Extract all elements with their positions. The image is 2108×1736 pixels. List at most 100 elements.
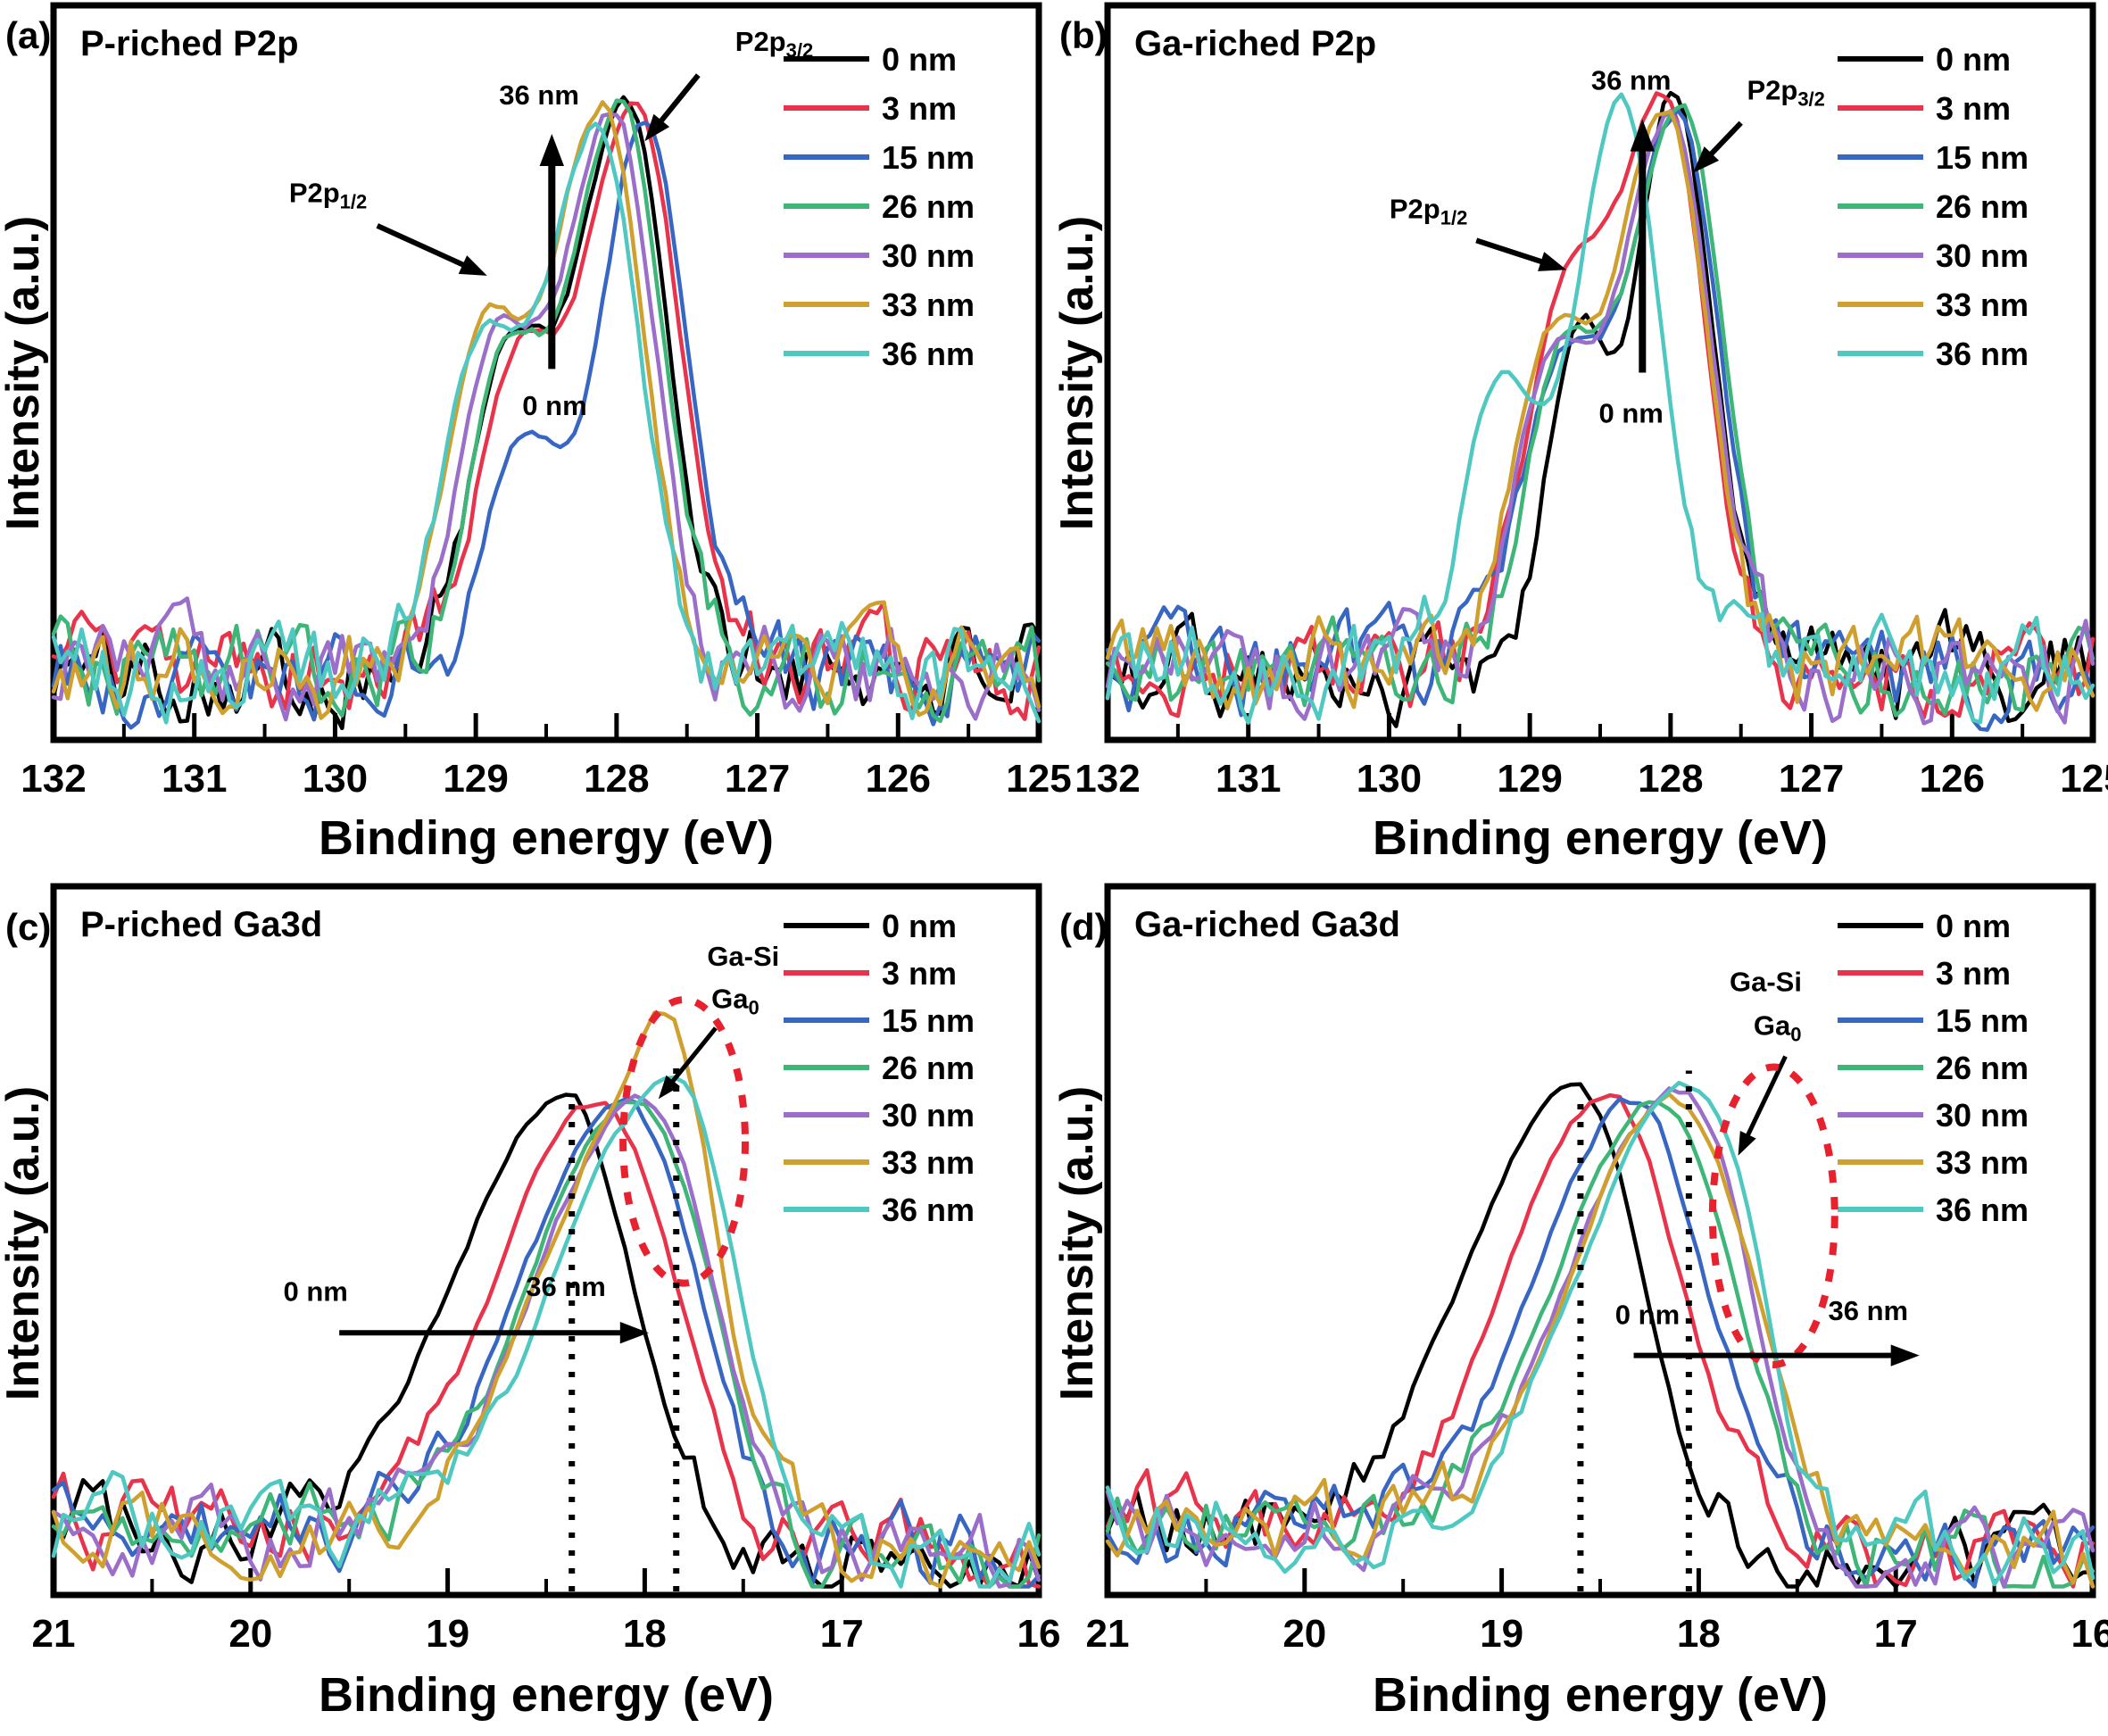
highlight-ellipse: [1708, 1063, 1838, 1368]
annotation-text: Ga-Si: [1730, 967, 1802, 998]
x-tick-label: 20: [1282, 1612, 1326, 1656]
series-line-26nm: [1105, 103, 2096, 718]
panel-a: (a) Intensity (a.u.) 132 131 130 129 128 127 1…: [0, 0, 1072, 868]
panel-letter-b: (b): [1059, 14, 1108, 56]
annotation-text: P2p3/2: [1747, 74, 1824, 110]
panel-d: (d) Intensity (a.u.) 21 20 19 18 17 16 Binding…: [1051, 868, 2108, 1736]
legend-label-15nm: 15 nm: [882, 139, 975, 176]
annotation-arrow-head: [658, 1075, 680, 1100]
x-tick-label: 132: [1075, 757, 1140, 801]
series-line-26nm: [1105, 1100, 2096, 1589]
series-line-33nm: [1105, 109, 2096, 712]
annotation-arrow-line: [1707, 120, 1743, 158]
annotation-arrow-line: [669, 1026, 718, 1084]
x-tick-label: 18: [623, 1612, 667, 1656]
x-tick-label: 21: [32, 1612, 76, 1656]
legend-label-30nm: 30 nm: [1936, 237, 2029, 274]
x-tick-label: 129: [1497, 757, 1562, 801]
annotation-text: Ga0: [1754, 1010, 1802, 1046]
legend-label-0nm: 0 nm: [882, 908, 957, 944]
panel-b-chart: 132 131 130 129 128 127 126 125 Binding energy (…: [1075, 2, 2108, 865]
x-tick-label: 17: [820, 1612, 864, 1656]
x-axis-title: Binding energy (eV): [1373, 1668, 1828, 1722]
annotation-text: 36 nm: [526, 1271, 606, 1302]
legend-label-26nm: 26 nm: [882, 188, 975, 225]
legend-label-15nm: 15 nm: [882, 1002, 975, 1039]
plot-frame: [50, 2, 1042, 743]
annotation-arrow-head: [1693, 146, 1720, 173]
annotation-arrow-head: [1890, 1344, 1920, 1366]
annotation-text: 36 nm: [499, 79, 579, 111]
x-tick-label: 127: [1779, 757, 1844, 801]
legend-label-15nm: 15 nm: [1936, 1002, 2029, 1039]
panel-letter-d: (d): [1059, 906, 1108, 948]
x-tick-label: 126: [866, 757, 931, 801]
legend-label-33nm: 33 nm: [1936, 287, 2029, 323]
legend-label-3nm: 3 nm: [882, 90, 957, 127]
annotation-arrow-line: [1475, 237, 1545, 265]
annotation-arrow-head: [539, 134, 564, 167]
x-tick-label: 130: [1357, 757, 1422, 801]
annotation-text: Ga-Si: [707, 941, 779, 972]
x-axis-title: Binding energy (eV): [319, 1668, 774, 1722]
panel-b: (b) Intensity (a.u.) 132 131 130 129 128 127 1…: [1051, 0, 2108, 868]
annotation-text: 36 nm: [1591, 65, 1672, 96]
y-axis-title-text: Intensity (a.u.): [1051, 215, 1103, 531]
panel-a-chart: 132 131 130 129 128 127 126 125 Binding energy (…: [21, 2, 1072, 865]
series-line-33nm: [1105, 1092, 2096, 1589]
legend-label-30nm: 30 nm: [1936, 1097, 2029, 1134]
annotation-arrow-head: [1630, 119, 1655, 152]
x-tick-label: 128: [1638, 757, 1703, 801]
y-axis-title-text: Intensity (a.u.): [1051, 1085, 1103, 1401]
annotation-arrow-head: [644, 113, 670, 142]
x-tick-label: 17: [1874, 1612, 1918, 1656]
plot-area-c: 21 20 19 18 17 16 Binding energy (eV) P-riched …: [32, 868, 1060, 1736]
x-axis-title: Binding energy (eV): [319, 811, 774, 865]
x-tick-label: 19: [426, 1612, 469, 1656]
x-tick-label: 19: [1480, 1612, 1523, 1656]
legend-label-26nm: 26 nm: [1936, 188, 2029, 225]
annotation-text: 0 nm: [1615, 1300, 1680, 1331]
annotation-arrow-line: [376, 223, 467, 269]
plot-area-b: 132 131 130 129 128 127 126 125 Binding energy (…: [1075, 0, 2108, 868]
series-line-30nm: [51, 112, 1042, 722]
annotation-arrow-head: [1538, 252, 1567, 271]
x-tick-label: 16: [1017, 1612, 1061, 1656]
x-tick-label: 125: [2060, 757, 2108, 801]
x-tick-label: 16: [2071, 1612, 2108, 1656]
legend-label-3nm: 3 nm: [882, 955, 957, 992]
legend-label-0nm: 0 nm: [1936, 41, 2011, 78]
legend-label-33nm: 33 nm: [882, 1144, 975, 1181]
annotation-text: 0 nm: [522, 390, 586, 421]
annotation-text: Ga0: [711, 984, 759, 1019]
series-line-36nm: [51, 1075, 1042, 1589]
plot-frame: [50, 883, 1042, 1599]
annotation-arrow-line: [658, 73, 701, 125]
panel-letter-c: (c): [5, 906, 52, 948]
series-line-30nm: [51, 1093, 1042, 1589]
annotation-text: P2p1/2: [1390, 194, 1467, 229]
panel-title: P-riched Ga3d: [80, 905, 322, 944]
x-tick-label: 132: [21, 757, 86, 801]
plot-area-d: 21 20 19 18 17 16 Binding energy (eV) Ga-riched…: [1086, 868, 2108, 1736]
legend-label-26nm: 26 nm: [1936, 1050, 2029, 1086]
annotation-arrow-head: [458, 255, 487, 276]
legend-label-26nm: 26 nm: [882, 1050, 975, 1086]
series-line-36nm: [51, 121, 1042, 725]
highlight-ellipse: [619, 996, 750, 1287]
annotation-text: 0 nm: [1599, 397, 1664, 428]
panel-letter-a: (a): [5, 14, 52, 56]
legend-label-36nm: 36 nm: [1936, 1192, 2029, 1228]
x-tick-label: 21: [1086, 1612, 1130, 1656]
annotation-arrow-head: [619, 1322, 649, 1344]
panel-d-chart: 21 20 19 18 17 16 Binding energy (eV) Ga-riched…: [1086, 883, 2108, 1722]
legend-label-36nm: 36 nm: [882, 336, 975, 372]
legend-label-36nm: 36 nm: [882, 1192, 975, 1228]
annotation-text: 36 nm: [1828, 1295, 1908, 1326]
plot-frame: [1104, 2, 2096, 743]
plot-area-a: 132 131 130 129 128 127 126 125 Binding energy (…: [21, 0, 1072, 868]
panel-c: (c) Intensity (a.u.) 21 20 19 18 17 16 Binding…: [0, 868, 1060, 1736]
panel-title: Ga-riched P2p: [1134, 24, 1376, 63]
x-tick-label: 18: [1677, 1612, 1721, 1656]
x-tick-label: 131: [1216, 757, 1281, 801]
